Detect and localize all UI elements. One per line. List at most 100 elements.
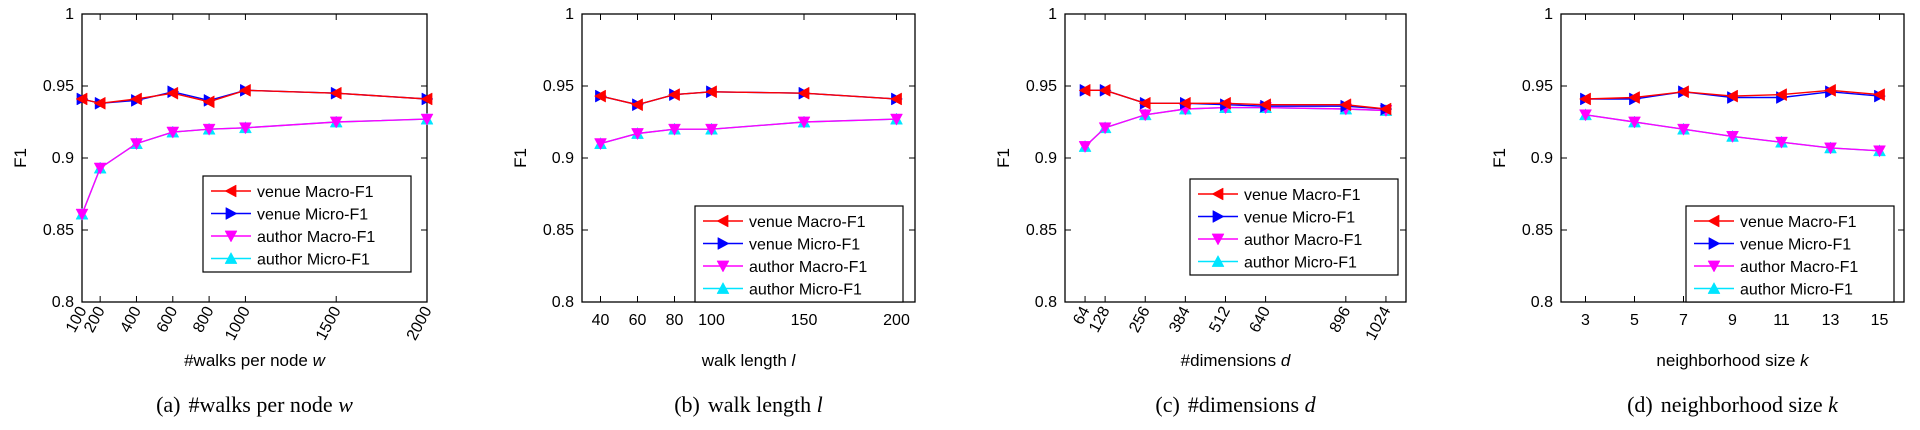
data-point-author-macro-f1 [1098, 122, 1112, 135]
legend-label: author Micro-F1 [257, 252, 370, 269]
x-axis-label-text: walk length [701, 351, 792, 370]
caption-var: k [1828, 392, 1839, 417]
caption-var: d [1305, 392, 1317, 417]
subfigure-caption: (c) #dimensions d [1155, 392, 1316, 417]
x-tick-label: 11 [1773, 312, 1790, 329]
y-axis-label: F1 [994, 148, 1013, 168]
legend-label: venue Micro-F1 [257, 207, 368, 224]
x-tick-label: 800 [190, 304, 218, 336]
legend-box [694, 205, 904, 303]
data-point-author-macro-f1 [1628, 116, 1641, 129]
data-point-author-macro-f1 [239, 122, 252, 135]
legend-marker [225, 207, 238, 220]
legend-marker [1707, 214, 1720, 228]
x-tick-label: 512 [1206, 304, 1234, 336]
legend-marker [716, 214, 729, 228]
data-point-venue-macro-f1 [1339, 98, 1352, 112]
caption-label: (a) [156, 392, 180, 417]
series-line-author-macro-f1 [81, 118, 428, 215]
legend-label: venue Macro-F1 [257, 184, 374, 201]
data-point-venue-macro-f1 [593, 89, 606, 103]
data-point-venue-macro-f1 [1627, 91, 1640, 104]
legend: venue Macro-F1 venue Micro-F1 author Macro… [694, 205, 904, 303]
x-axis-label-text: #walks per node [184, 351, 313, 370]
data-point-author-macro-f1 [1677, 123, 1690, 136]
legend-marker [1211, 233, 1225, 246]
data-point-venue-macro-f1 [1872, 88, 1885, 102]
x-tick-label: 60 [629, 312, 647, 329]
legend-marker [1211, 187, 1224, 201]
y-tick-label: 0.8 [52, 294, 74, 311]
x-tick-label: 384 [1166, 304, 1194, 336]
legend-marker [717, 237, 730, 250]
y-tick-label: 0.85 [1522, 222, 1553, 239]
data-point-author-macro-f1 [668, 123, 681, 136]
data-point-venue-macro-f1 [238, 83, 251, 97]
series-line-venue-macro-f1 [600, 91, 897, 106]
x-axis-label-var: l [792, 351, 797, 370]
legend-marker [224, 230, 238, 243]
y-axis-label: F1 [511, 148, 530, 168]
x-tick-label: 2000 [404, 304, 436, 343]
legend-label: author Micro-F1 [1244, 255, 1357, 272]
legend-marker [716, 260, 730, 273]
x-axis-label: walk length l [701, 351, 797, 370]
data-point-venue-macro-f1 [889, 92, 902, 106]
data-point-venue-macro-f1 [797, 86, 810, 100]
data-point-venue-macro-f1 [420, 92, 433, 106]
y-tick-label: 0.85 [43, 222, 74, 239]
y-tick-label: 0.9 [52, 150, 74, 167]
y-tick-label: 0.95 [543, 78, 574, 95]
data-point-venue-macro-f1 [1676, 85, 1689, 99]
y-tick-label: 0.9 [552, 150, 574, 167]
legend-label: venue Micro-F1 [1740, 237, 1851, 254]
subfigure-caption: (d) neighborhood size k [1627, 392, 1839, 417]
y-tick-label: 0.95 [43, 78, 74, 95]
x-axis-label: #dimensions d [1181, 351, 1291, 370]
x-axis-label: #walks per node w [184, 351, 327, 370]
data-point-venue-macro-f1 [704, 85, 717, 99]
series-line-venue-macro-f1 [1085, 89, 1386, 110]
data-point-venue-macro-f1 [667, 88, 680, 102]
legend-box [1685, 205, 1895, 303]
data-point-venue-macro-f1 [129, 92, 142, 106]
y-tick-label: 0.8 [1531, 294, 1553, 311]
data-point-author-macro-f1 [75, 208, 89, 221]
data-point-venue-macro-f1 [1218, 96, 1231, 110]
data-point-venue-macro-f1 [166, 86, 179, 100]
legend-marker [1707, 281, 1721, 294]
x-tick-label: 13 [1822, 312, 1840, 329]
y-tick-label: 1 [1048, 6, 1057, 23]
data-point-venue-macro-f1 [1379, 102, 1392, 116]
legend-marker [1212, 210, 1225, 223]
data-point-venue-macro-f1 [1774, 88, 1787, 102]
x-tick-label: 7 [1679, 312, 1688, 329]
data-point-author-macro-f1 [594, 138, 607, 151]
x-tick-label: 400 [117, 304, 145, 336]
y-tick-label: 0.9 [1531, 150, 1553, 167]
data-point-venue-macro-f1 [1259, 98, 1271, 112]
legend: venue Macro-F1 venue Micro-F1 author Macro… [1189, 178, 1399, 276]
y-tick-label: 1 [565, 6, 574, 23]
x-tick-label: 100 [698, 312, 725, 329]
x-tick-label: 1500 [313, 304, 345, 343]
data-point-author-macro-f1 [1824, 142, 1837, 155]
legend: venue Macro-F1 venue Micro-F1 author Macro… [1685, 205, 1895, 303]
data-point-author-macro-f1 [166, 126, 180, 139]
legend-box [1189, 178, 1399, 276]
legend-label: venue Macro-F1 [1740, 214, 1857, 231]
data-point-author-macro-f1 [797, 116, 811, 129]
series-line-author-macro-f1 [600, 118, 897, 145]
series-line-author-macro-f1 [1084, 106, 1386, 148]
x-tick-label: 3 [1581, 312, 1590, 329]
caption-var: w [338, 392, 353, 417]
legend-marker [1708, 237, 1721, 250]
legend-marker [716, 281, 730, 294]
x-tick-label: 9 [1728, 312, 1737, 329]
x-tick-label: 150 [791, 312, 818, 329]
subfigure-caption: (b) walk length l [674, 392, 823, 417]
data-point-author-macro-f1 [420, 113, 434, 126]
caption-label: (d) [1627, 392, 1653, 417]
x-tick-label: 128 [1086, 304, 1114, 336]
